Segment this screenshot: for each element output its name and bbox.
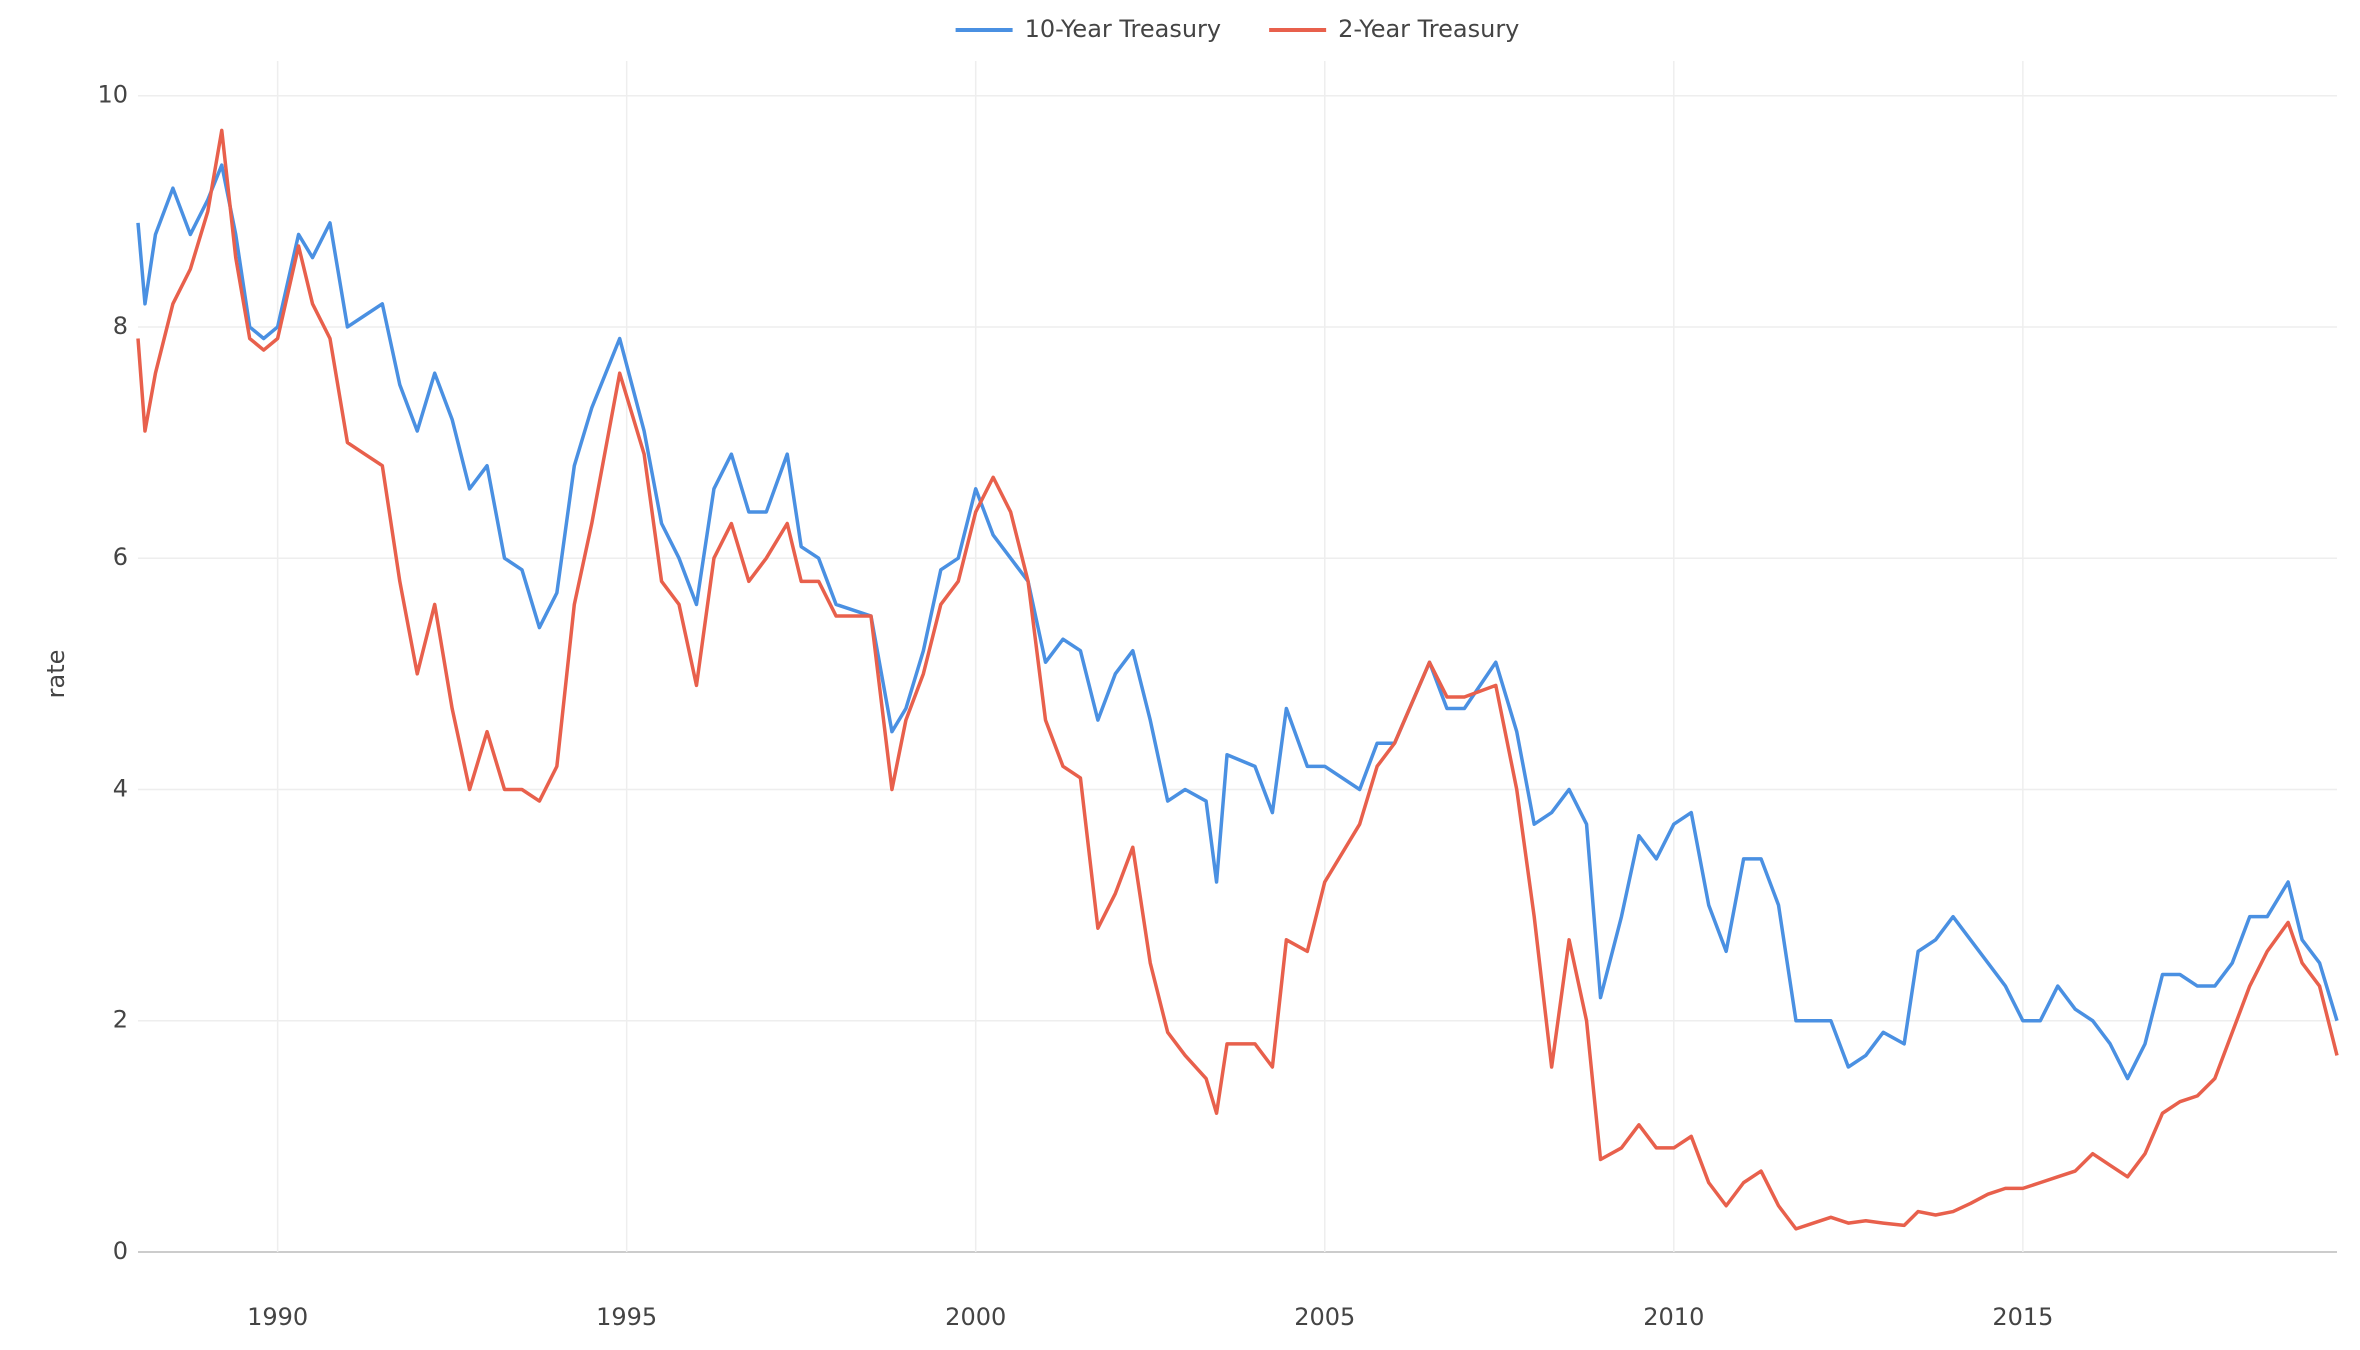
x-tick-label: 1995 <box>596 1303 657 1331</box>
legend: 10-Year Treasury 2-Year Treasury <box>955 15 1519 43</box>
y-tick-label: 4 <box>113 774 128 802</box>
x-tick-label: 2015 <box>1992 1303 2053 1331</box>
x-tick-label: 2005 <box>1294 1303 1355 1331</box>
legend-label: 2-Year Treasury <box>1338 15 1519 43</box>
y-tick-label: 0 <box>113 1237 128 1265</box>
y-tick-label: 8 <box>113 312 128 340</box>
x-tick-label: 1990 <box>247 1303 308 1331</box>
legend-label: 10-Year Treasury <box>1025 15 1222 43</box>
line-series <box>136 163 2339 1081</box>
y-tick-label: 10 <box>97 81 128 109</box>
x-tick-label: 2000 <box>945 1303 1006 1331</box>
y-tick-label: 2 <box>113 1006 128 1034</box>
y-tick-label: 6 <box>113 543 128 571</box>
line-series <box>136 128 2339 1231</box>
x-tick-label: 2010 <box>1643 1303 1704 1331</box>
y-axis-label: rate <box>42 650 70 699</box>
